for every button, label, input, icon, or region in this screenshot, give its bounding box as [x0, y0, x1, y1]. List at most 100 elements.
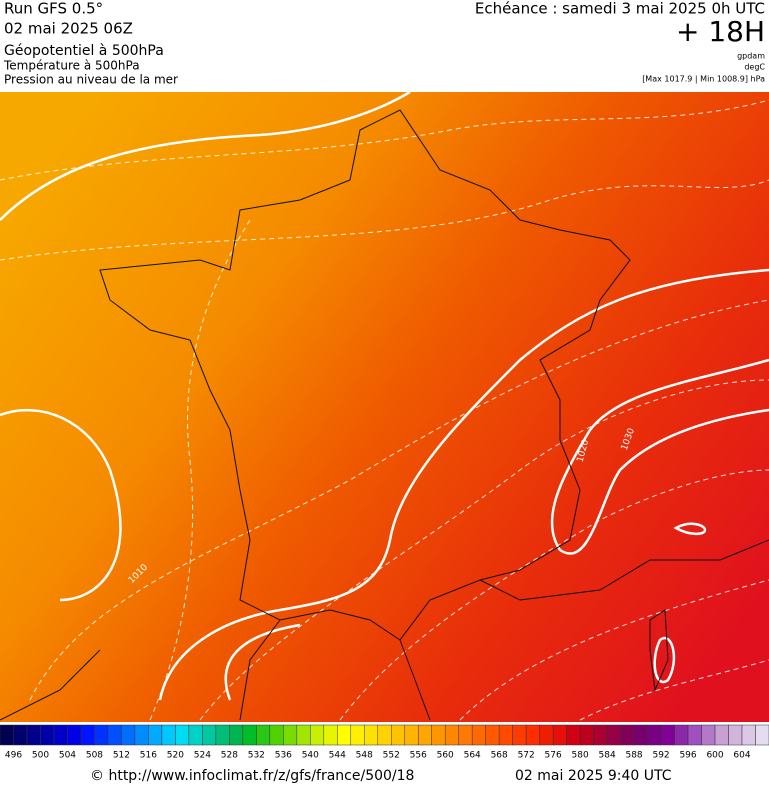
colorbar-swatch: [215, 724, 230, 746]
colorbar-swatch: [593, 724, 608, 746]
colorbar-swatch: [107, 724, 122, 746]
coastlines-borders: [0, 109, 769, 721]
colorbar-label: 588: [625, 751, 642, 761]
forecast-time: Echéance : samedi 3 mai 2025 0h UTC: [475, 0, 765, 18]
colorbar-swatch: [310, 724, 325, 746]
colorbar-swatch: [417, 724, 432, 746]
colorbar-swatch: [323, 724, 338, 746]
colorbar-swatch: [404, 724, 419, 746]
colorbar-label: 512: [113, 751, 130, 761]
colorbar-label: 524: [194, 751, 211, 761]
colorbar-swatch: [566, 724, 581, 746]
colorbar-label: 596: [679, 751, 696, 761]
layer-label: Température à 500hPa: [3, 59, 140, 73]
range-label: [Max 1017.9 | Min 1008.9] hPa: [642, 75, 765, 84]
colorbar-swatch: [660, 724, 675, 746]
pressure-isobars: [0, 90, 769, 701]
colorbar-swatch: [26, 724, 41, 746]
colorbar-swatch: [620, 724, 635, 746]
colorbar-swatch: [53, 724, 68, 746]
colorbar-swatch: [148, 724, 163, 746]
colorbar-swatch: [485, 724, 500, 746]
colorbar-swatch: [498, 724, 513, 746]
issued-time: 02 mai 2025 9:40 UTC: [515, 768, 672, 784]
colorbar-swatch: [458, 724, 473, 746]
colorbar-swatch: [13, 724, 28, 746]
colorbar-swatch: [377, 724, 392, 746]
colorbar-swatch: [525, 724, 540, 746]
colorbar-label: 604: [733, 751, 750, 761]
colorbar-label: 500: [32, 751, 49, 761]
colorbar-swatch: [283, 724, 298, 746]
map: 1020 1030 1010: [0, 90, 769, 722]
colorbar-swatch: [296, 724, 311, 746]
colorbar: 496 500 504 508 512 516 520 524 528 532 536 540 544 5…: [0, 724, 769, 761]
colorbar-label: 536: [275, 751, 292, 761]
colorbar-swatch: [512, 724, 527, 746]
colorbar-swatch: [431, 724, 446, 746]
colorbar-swatch: [350, 724, 365, 746]
colorbar-label: 540: [302, 751, 319, 761]
run-title: Run GFS 0.5°: [4, 0, 103, 18]
colorbar-swatch: [755, 724, 769, 746]
colorbar-swatch: [188, 724, 203, 746]
colorbar-label: 528: [221, 751, 238, 761]
colorbar-swatch: [134, 724, 149, 746]
colorbar-swatch: [256, 724, 271, 746]
colorbar-swatch: [647, 724, 662, 746]
colorbar-label: 600: [706, 751, 723, 761]
colorbar-swatch: [741, 724, 756, 746]
unit-label: degC: [744, 63, 765, 72]
colorbar-swatch: [161, 724, 176, 746]
colorbar-swatch: [94, 724, 109, 746]
colorbar-label: 508: [86, 751, 103, 761]
colorbar-swatch: [714, 724, 729, 746]
colorbar-swatch: [539, 724, 554, 746]
colorbar-label: 564: [464, 751, 481, 761]
colorbar-swatch: [444, 724, 459, 746]
colorbar-swatch: [229, 724, 244, 746]
colorbar-label: 576: [545, 751, 562, 761]
geopotential-lines: [0, 99, 769, 721]
colorbar-label: 520: [167, 751, 184, 761]
colorbar-swatch: [579, 724, 594, 746]
source-url: © http://www.infoclimat.fr/z/gfs/france/…: [90, 768, 414, 784]
layer-label: Géopotentiel à 500hPa: [4, 43, 164, 59]
colorbar-swatch: [0, 724, 14, 746]
lead-time: + 18H: [676, 15, 765, 48]
colorbar-swatch: [175, 724, 190, 746]
colorbar-label: 580: [572, 751, 589, 761]
colorbar-label: 496: [5, 751, 22, 761]
colorbar-swatch: [390, 724, 405, 746]
colorbar-swatch: [121, 724, 136, 746]
colorbar-swatch: [337, 724, 352, 746]
colorbar-swatch: [606, 724, 621, 746]
colorbar-swatch: [40, 724, 55, 746]
layer-label: Pression au niveau de la mer: [4, 73, 178, 87]
run-date: 02 mai 2025 06Z: [4, 20, 133, 38]
colorbar-swatch: [242, 724, 257, 746]
colorbar-swatch: [67, 724, 82, 746]
colorbar-swatch: [202, 724, 217, 746]
colorbar-swatch: [269, 724, 284, 746]
colorbar-label: 592: [652, 751, 669, 761]
colorbar-swatch: [728, 724, 743, 746]
colorbar-label: 532: [248, 751, 265, 761]
colorbar-label: 556: [410, 751, 427, 761]
colorbar-label: 584: [599, 751, 616, 761]
colorbar-swatch: [80, 724, 95, 746]
unit-label: gpdam: [737, 52, 765, 61]
colorbar-label: 548: [356, 751, 373, 761]
colorbar-swatch: [552, 724, 567, 746]
colorbar-swatch: [471, 724, 486, 746]
colorbar-label: 572: [518, 751, 535, 761]
colorbar-swatch: [674, 724, 689, 746]
colorbar-swatch: [633, 724, 648, 746]
colorbar-swatch: [687, 724, 702, 746]
colorbar-label: 516: [140, 751, 157, 761]
colorbar-label: 504: [59, 751, 76, 761]
colorbar-swatch: [364, 724, 379, 746]
temperature-field: [0, 92, 769, 722]
